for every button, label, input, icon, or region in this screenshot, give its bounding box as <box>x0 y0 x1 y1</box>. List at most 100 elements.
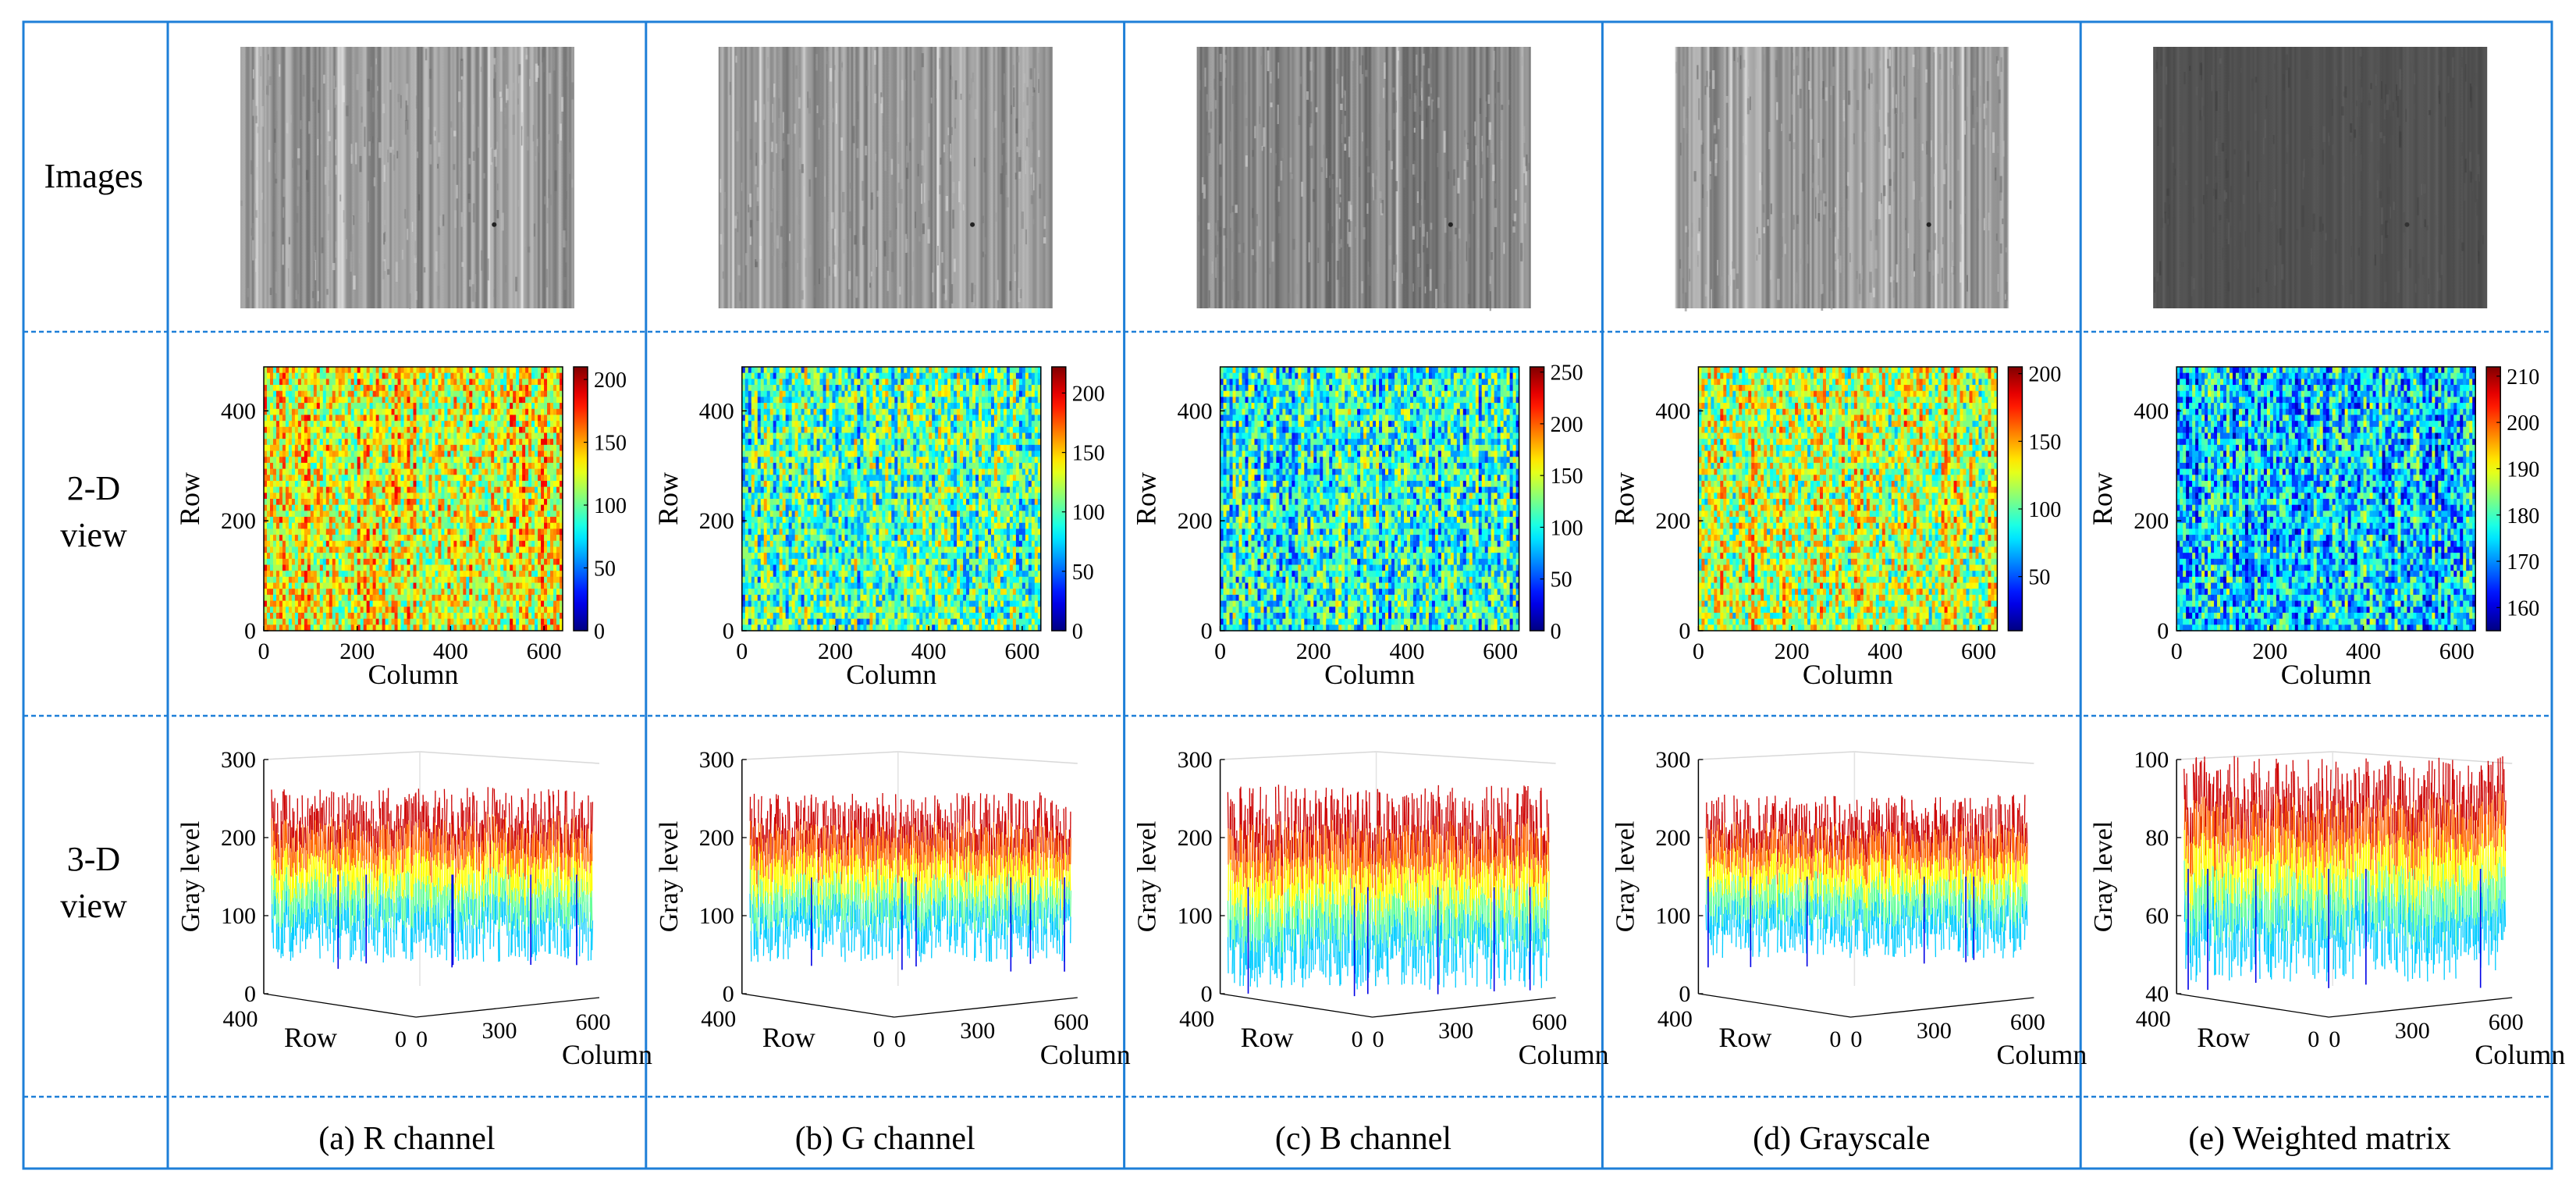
x-tick-label: 0 <box>1214 639 1226 664</box>
z-tick-label: 0 <box>244 981 256 1007</box>
col-tick-label: 300 <box>482 1018 517 1044</box>
y-tick-label: 0 <box>1201 618 1213 644</box>
texture-image <box>719 47 1053 308</box>
y-tick-label: 400 <box>699 398 734 424</box>
row-header-2d-line2: view <box>60 516 127 554</box>
row-tick-label: 0 <box>1829 1026 1841 1052</box>
y-axis-label: Row <box>1131 472 1162 525</box>
z-tick-label: 200 <box>699 825 734 851</box>
heatmap-2d <box>264 367 563 631</box>
z-tick-label: 300 <box>1178 747 1213 773</box>
x-tick-label: 0 <box>1693 639 1704 664</box>
texture-image <box>1675 47 2009 311</box>
z-tick-label: 0 <box>1679 981 1690 1007</box>
colorbar-gradient <box>2008 367 2022 631</box>
x-axis-label: Column <box>368 659 458 690</box>
z-axis-label: Gray level <box>1133 821 1162 933</box>
row-tick-label: 400 <box>701 1006 736 1032</box>
colorbar-gradient <box>2486 367 2500 631</box>
y-tick-label: 200 <box>699 508 734 534</box>
x-tick-label: 0 <box>2171 639 2183 664</box>
colorbar: 0 50 100 150 200 <box>1052 367 1105 644</box>
colorbar-tick-label: 150 <box>594 432 627 456</box>
row-tick-label: 0 <box>873 1026 885 1052</box>
z-tick-label: 40 <box>2145 981 2169 1007</box>
z-tick-label: 300 <box>221 747 256 773</box>
x-axis-label: Column <box>1324 659 1415 690</box>
z-tick-label: 300 <box>1655 747 1690 773</box>
colorbar-tick-label: 200 <box>1072 382 1105 406</box>
y-axis-label: Row <box>1608 472 1640 525</box>
panel-caption: (a) R channel <box>318 1121 495 1157</box>
row-header-images: Images <box>44 157 143 195</box>
col-tick-label: 600 <box>2010 1009 2045 1035</box>
colorbar-tick-label: 180 <box>2507 504 2539 528</box>
z-tick-label: 100 <box>221 903 256 929</box>
z-tick-label: 100 <box>2134 747 2169 773</box>
texture-image <box>2153 47 2487 308</box>
z-tick-label: 60 <box>2145 903 2169 929</box>
y-tick-label: 400 <box>1178 398 1213 424</box>
colorbar-tick-label: 0 <box>1072 620 1083 644</box>
col-tick-label: 0 <box>1850 1026 1862 1052</box>
panel-caption: (b) G channel <box>795 1121 975 1157</box>
panel-column: 0 200 400 6000200400ColumnRow50100150200010… <box>1608 47 2087 1157</box>
colorbar-tick-label: 100 <box>2028 498 2061 522</box>
z-axis-label: Gray level <box>655 821 684 933</box>
colorbar-tick-label: 0 <box>594 620 605 644</box>
x-axis-label: Column <box>846 659 936 690</box>
z-tick-label: 300 <box>699 747 734 773</box>
colorbar-tick-label: 160 <box>2507 596 2539 621</box>
x-tick-label: 600 <box>1004 639 1039 664</box>
colorbar-tick-label: 50 <box>594 557 616 582</box>
y-tick-label: 0 <box>723 618 734 644</box>
heatmap-2d <box>742 367 1041 631</box>
row-axis-label: Row <box>1241 1022 1294 1053</box>
col-axis-label: Column <box>562 1039 652 1070</box>
row-tick-label: 400 <box>1179 1006 1214 1032</box>
col-tick-label: 600 <box>1532 1009 1567 1035</box>
row-tick-label: 400 <box>1658 1006 1693 1032</box>
y-tick-label: 200 <box>2134 508 2169 534</box>
row-tick-label: 400 <box>2136 1006 2171 1032</box>
z-tick-label: 200 <box>1178 825 1213 851</box>
y-tick-label: 200 <box>1178 508 1213 534</box>
colorbar-tick-label: 200 <box>2028 363 2061 387</box>
col-tick-label: 0 <box>416 1026 428 1052</box>
panel-columns: 0 200 400 6000200400ColumnRow05010015020001… <box>174 47 2565 1157</box>
y-tick-label: 400 <box>2134 398 2169 424</box>
colorbar-tick-label: 50 <box>1072 560 1094 585</box>
heatmap-2d <box>1220 367 1519 631</box>
colorbar-tick-label: 210 <box>2507 365 2539 390</box>
col-tick-label: 600 <box>1053 1009 1089 1035</box>
row-axis-label: Row <box>1718 1022 1771 1053</box>
colorbar-tick-label: 200 <box>2507 411 2539 436</box>
z-tick-label: 80 <box>2145 825 2169 851</box>
col-tick-label: 300 <box>960 1018 995 1044</box>
y-axis-label: Row <box>2087 472 2118 525</box>
row-tick-label: 0 <box>395 1026 407 1052</box>
colorbar-gradient <box>1530 367 1544 631</box>
heatmap-2d <box>1698 367 1997 631</box>
colorbar-tick-label: 100 <box>1072 501 1105 525</box>
col-tick-label: 0 <box>894 1026 906 1052</box>
colorbar-tick-label: 150 <box>2028 430 2061 454</box>
row-header-3d-line2: view <box>60 887 127 925</box>
col-tick-label: 300 <box>1917 1018 1952 1044</box>
z-tick-label: 100 <box>1655 903 1690 929</box>
colorbar-gradient <box>574 367 588 631</box>
y-tick-label: 0 <box>1679 618 1690 644</box>
colorbar-gradient <box>1052 367 1066 631</box>
row-tick-label: 400 <box>223 1006 258 1032</box>
row-axis-label: Row <box>762 1022 815 1053</box>
row-header-2d-line1: 2-D <box>67 469 120 507</box>
colorbar-tick-label: 50 <box>1551 568 1572 592</box>
colorbar-tick-label: 200 <box>594 368 627 393</box>
colorbar-tick-label: 150 <box>1072 442 1105 466</box>
